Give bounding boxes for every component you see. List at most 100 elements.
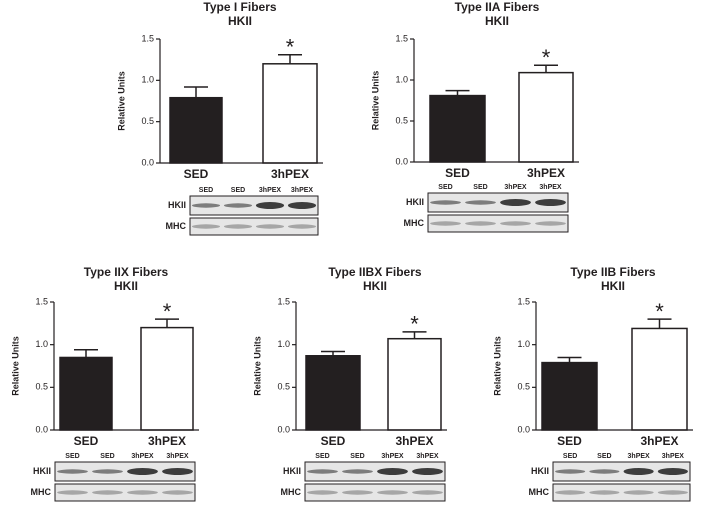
blot-panel	[427, 192, 569, 213]
blot-panel	[189, 217, 319, 236]
blot-band	[162, 468, 193, 475]
y-tick-label: 0.5	[517, 382, 530, 392]
blot-lane-label: 3hPEX	[291, 187, 314, 194]
blot-band	[255, 202, 285, 209]
y-tick-label: 0.5	[277, 382, 290, 392]
blot-lane-label: 3hPEX	[628, 453, 651, 460]
blot-lane-label: 3hPEX	[381, 453, 404, 460]
blot-panel	[552, 461, 691, 482]
y-tick-label: 1.0	[517, 339, 530, 349]
y-axis-label: Relative Units	[252, 336, 262, 396]
blot-band	[255, 224, 285, 229]
x-tick-label: SED	[557, 434, 582, 448]
blot-band	[307, 469, 338, 474]
blot-panel	[189, 195, 319, 216]
blot-band	[342, 490, 373, 495]
blot-row-label: MHC	[404, 218, 425, 228]
blot-band	[92, 469, 123, 474]
blot-lane-label: 3hPEX	[166, 453, 189, 460]
blot-band	[127, 490, 158, 495]
blot-band	[191, 203, 221, 208]
bar	[541, 361, 598, 431]
blot-lane-label: SED	[473, 184, 487, 191]
y-tick-label: 1.5	[517, 296, 530, 306]
blot-band	[465, 221, 496, 226]
y-tick-label: 0.0	[277, 424, 290, 434]
blot-row-label: MHC	[281, 487, 302, 497]
blot-row-label: HKII	[406, 197, 424, 207]
significance-marker: *	[655, 299, 664, 324]
blot-band	[377, 490, 408, 495]
blot-band	[465, 200, 496, 205]
x-tick-label: SED	[321, 434, 346, 448]
blot-lane-label: 3hPEX	[504, 184, 527, 191]
significance-marker: *	[286, 35, 295, 60]
blot-band	[377, 468, 408, 475]
bar	[59, 356, 113, 431]
blot-panel	[54, 483, 196, 502]
y-tick-label: 0.0	[395, 156, 408, 166]
y-tick-label: 0.5	[395, 115, 408, 125]
x-tick-label: 3hPEX	[148, 434, 186, 448]
x-tick-label: 3hPEX	[640, 434, 678, 448]
blot-band	[287, 202, 317, 209]
x-tick-label: SED	[184, 167, 209, 181]
blot-band	[535, 199, 566, 206]
blot-band	[555, 490, 586, 495]
blot-band	[555, 469, 586, 474]
y-tick-label: 0.5	[141, 116, 154, 126]
blot-row-label: MHC	[31, 487, 52, 497]
y-tick-label: 1.5	[35, 296, 48, 306]
blot-lane-label: SED	[563, 453, 577, 460]
blot-row-label: HKII	[531, 466, 549, 476]
blot-band	[412, 490, 443, 495]
blot-band	[623, 468, 654, 475]
blot-band	[500, 221, 531, 226]
chart-title: Type IIBX Fibers	[328, 265, 421, 279]
chart-title: Type I Fibers	[203, 0, 276, 14]
x-tick-label: SED	[445, 166, 470, 180]
y-tick-label: 1.5	[395, 33, 408, 43]
blot-lane-label: SED	[199, 187, 213, 194]
significance-marker: *	[410, 312, 419, 337]
blot-lane-label: SED	[315, 453, 329, 460]
blot-lane-label: SED	[438, 184, 452, 191]
chart-title: Type IIX Fibers	[84, 265, 169, 279]
bar	[305, 355, 361, 431]
blot-lane-label: SED	[350, 453, 364, 460]
significance-marker: *	[542, 45, 551, 70]
blot-band	[430, 221, 461, 226]
blot-lane-label: 3hPEX	[259, 187, 282, 194]
blot-band	[287, 224, 317, 229]
y-tick-label: 1.0	[141, 75, 154, 85]
chart-title: Type IIA Fibers	[455, 0, 540, 14]
significance-marker: *	[163, 299, 172, 324]
blot-band	[223, 203, 253, 208]
bar	[429, 94, 486, 163]
y-axis-label: Relative Units	[370, 71, 380, 131]
bar	[387, 337, 442, 431]
blot-lane-label: SED	[231, 187, 245, 194]
bar	[169, 96, 223, 164]
bar	[262, 63, 318, 164]
blot-band	[307, 490, 338, 495]
blot-band	[589, 469, 620, 474]
y-axis-label: Relative Units	[116, 71, 126, 131]
blot-band	[657, 468, 688, 475]
blot-band	[92, 490, 123, 495]
blot-row-label: HKII	[283, 466, 301, 476]
chart-subtitle: HKII	[363, 279, 387, 293]
blot-panel	[304, 483, 446, 502]
blot-row-label: MHC	[166, 221, 187, 231]
chart-subtitle: HKII	[114, 279, 138, 293]
y-tick-label: 1.5	[141, 33, 154, 43]
bar	[140, 326, 194, 431]
x-tick-label: 3hPEX	[395, 434, 433, 448]
y-tick-label: 1.0	[35, 339, 48, 349]
blot-panel	[427, 214, 569, 233]
y-tick-label: 1.5	[277, 296, 290, 306]
y-tick-label: 1.0	[395, 74, 408, 84]
bar	[631, 327, 688, 431]
blot-band	[657, 490, 688, 495]
